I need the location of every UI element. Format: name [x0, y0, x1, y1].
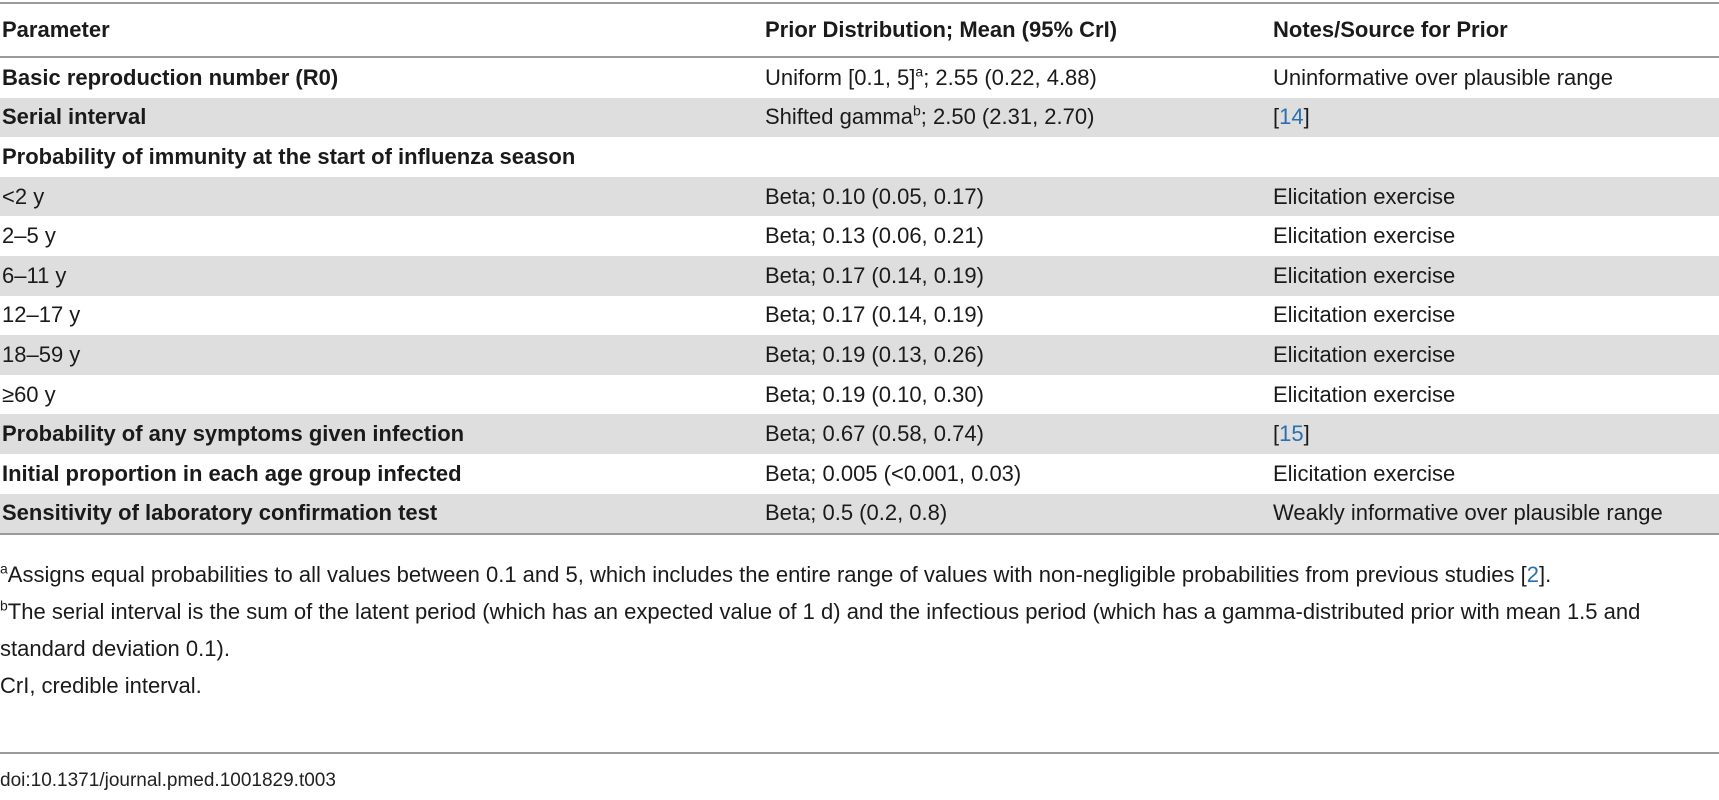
- section-heading-cell: Probability of immunity at the start of …: [2, 143, 576, 169]
- prior-cell: Shifted gammab; 2.50 (2.31, 2.70): [763, 97, 1271, 138]
- prior-cell: Beta; 0.19 (0.13, 0.26): [763, 335, 1271, 375]
- table-row: 6–11 y Beta; 0.17 (0.14, 0.19) Elicitati…: [0, 255, 1719, 296]
- table-row: <2 y Beta; 0.10 (0.05, 0.17) Elicitation…: [0, 176, 1719, 217]
- prior-text: Shifted gamma: [765, 104, 913, 130]
- prior-cell: Beta; 0.67 (0.58, 0.74): [763, 414, 1271, 454]
- footnote-text: ].: [1538, 562, 1552, 587]
- table-header-row: Parameter Prior Distribution; Mean (95% …: [0, 2, 1719, 58]
- footnote-marker: b: [912, 103, 921, 120]
- note-cell: Elicitation exercise: [1273, 302, 1456, 328]
- parameter-cell: 6–11 y: [0, 255, 763, 296]
- table-row: ≥60 y Beta; 0.19 (0.10, 0.30) Elicitatio…: [0, 375, 1719, 415]
- note-cell: Elicitation exercise: [1273, 460, 1456, 486]
- table-row: Serial interval Shifted gammab; 2.50 (2.…: [0, 97, 1719, 138]
- note-cell: [14]: [1271, 97, 1719, 138]
- header-parameter: Parameter: [0, 2, 763, 58]
- prior-cell: Beta; 0.10 (0.05, 0.17): [763, 176, 1271, 217]
- prior-cell: Beta; 0.005 (<0.001, 0.03): [765, 460, 1022, 486]
- bracket-text: [: [1273, 104, 1280, 130]
- prior-cell: Beta; 0.17 (0.14, 0.19): [763, 255, 1271, 296]
- doi-label: doi:10.1371/journal.pmed.1001829.t003: [0, 770, 336, 791]
- parameter-cell: Serial interval: [0, 97, 763, 138]
- bracket-text: ]: [1303, 421, 1310, 447]
- footnote-text: Assigns equal probabilities to all value…: [7, 562, 1527, 587]
- table-footnotes: aAssigns equal probabilities to all valu…: [0, 556, 1700, 704]
- parameter-cell: ≥60 y: [2, 381, 56, 407]
- note-cell: Elicitation exercise: [1273, 381, 1456, 407]
- reference-link[interactable]: 14: [1279, 104, 1304, 130]
- table-row: 12–17 y Beta; 0.17 (0.14, 0.19) Elicitat…: [0, 296, 1719, 336]
- footnote-text: The serial interval is the sum of the la…: [0, 599, 1641, 661]
- note-cell: Elicitation exercise: [1273, 223, 1456, 249]
- table-row: Probability of immunity at the start of …: [0, 137, 1719, 177]
- prior-cell: Beta; 0.19 (0.10, 0.30): [765, 381, 984, 407]
- table-row: 18–59 y Beta; 0.19 (0.13, 0.26) Elicitat…: [0, 335, 1719, 375]
- reference-link[interactable]: 2: [1526, 562, 1539, 587]
- prior-cell: Uniform [0.1, 5]a; 2.55 (0.22, 4.88): [763, 57, 1271, 98]
- table-row: Basic reproduction number (R0) Uniform […: [0, 57, 1719, 98]
- bracket-text: [: [1273, 421, 1280, 447]
- note-cell: Uninformative over plausible range: [1273, 64, 1613, 90]
- parameter-cell: 18–59 y: [0, 335, 763, 375]
- abbreviation-note: CrI, credible interval.: [0, 673, 202, 698]
- footnote-a: aAssigns equal probabilities to all valu…: [0, 556, 1700, 593]
- parameter-cell: Initial proportion in each age group inf…: [2, 460, 462, 486]
- note-cell: Weakly informative over plausible range: [1271, 493, 1719, 536]
- bracket-text: ]: [1303, 104, 1310, 130]
- note-cell: Elicitation exercise: [1271, 335, 1719, 375]
- parameter-cell: Probability of any symptoms given infect…: [0, 414, 763, 454]
- note-cell: Elicitation exercise: [1271, 255, 1719, 296]
- prior-text: Uniform [0.1, 5]: [765, 64, 916, 90]
- table-row: Initial proportion in each age group inf…: [0, 454, 1719, 494]
- table-row: 2–5 y Beta; 0.13 (0.06, 0.21) Elicitatio…: [0, 216, 1719, 256]
- prior-text: ; 2.55 (0.22, 4.88): [923, 64, 1097, 90]
- bottom-divider: [0, 752, 1719, 754]
- footnote-marker: a: [0, 560, 8, 577]
- prior-cell: Beta; 0.13 (0.06, 0.21): [765, 223, 984, 249]
- footnote-b: bThe serial interval is the sum of the l…: [0, 593, 1700, 667]
- note-cell: [15]: [1271, 414, 1719, 454]
- footnote-marker: a: [915, 63, 924, 80]
- note-cell: Elicitation exercise: [1271, 176, 1719, 217]
- parameter-cell: <2 y: [0, 176, 763, 217]
- parameter-cell: Sensitivity of laboratory confirmation t…: [0, 493, 763, 536]
- reference-link[interactable]: 15: [1279, 421, 1304, 447]
- footnote-marker: b: [0, 597, 8, 614]
- parameter-cell: Basic reproduction number (R0): [2, 64, 339, 90]
- prior-cell: Beta; 0.17 (0.14, 0.19): [765, 302, 984, 328]
- parameter-cell: 2–5 y: [2, 223, 56, 249]
- prior-cell: Beta; 0.5 (0.2, 0.8): [763, 493, 1271, 536]
- table-row: Sensitivity of laboratory confirmation t…: [0, 493, 1719, 536]
- table-row: Probability of any symptoms given infect…: [0, 414, 1719, 454]
- prior-text: ; 2.50 (2.31, 2.70): [920, 104, 1095, 130]
- parameters-table: Parameter Prior Distribution; Mean (95% …: [0, 2, 1719, 536]
- header-notes-source: Notes/Source for Prior: [1271, 2, 1719, 58]
- parameter-cell: 12–17 y: [2, 302, 81, 328]
- header-prior-distribution: Prior Distribution; Mean (95% CrI): [763, 2, 1271, 58]
